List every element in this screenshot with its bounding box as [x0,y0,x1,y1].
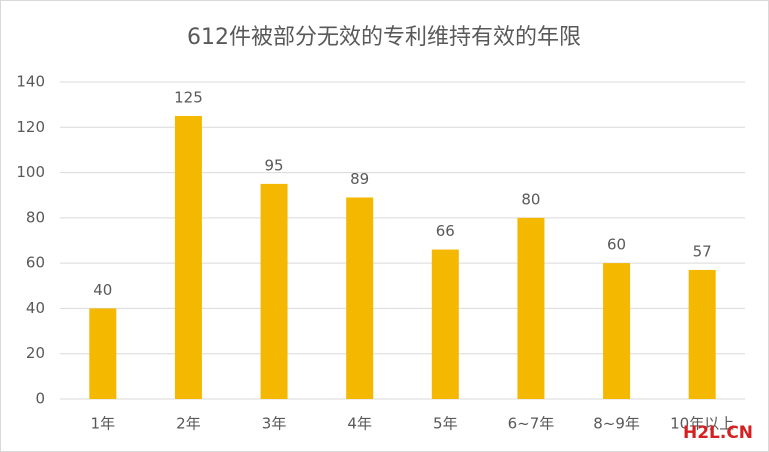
x-tick-label: 8~9年 [593,415,640,433]
bar [260,183,288,399]
data-label: 57 [693,242,712,260]
bar [688,269,716,399]
y-tick-label: 0 [35,390,45,408]
bar [603,263,631,399]
data-label: 60 [607,236,626,254]
data-label: 125 [174,88,203,106]
bar [431,249,459,399]
y-tick-label: 80 [26,208,45,226]
watermark: H2L.CN [683,423,753,443]
data-label: 66 [436,222,455,240]
bar [346,197,374,399]
x-tick-label: 4年 [347,415,372,433]
chart-title: 612件被部分无效的专利维持有效的年限 [187,25,581,50]
y-tick-label: 120 [16,118,45,136]
y-tick-label: 40 [26,299,45,317]
y-tick-label: 140 [16,73,45,91]
x-tick-label: 2年 [176,415,201,433]
x-tick-label: 5年 [433,415,458,433]
data-label: 89 [350,170,369,188]
x-tick-label: 6~7年 [508,415,555,433]
x-tick-label: 10年以上 [670,415,734,433]
data-label: 80 [521,190,540,208]
y-tick-label: 60 [26,254,45,272]
bar [89,308,117,399]
x-tick-label: 1年 [91,415,116,433]
x-tick-label: 3年 [262,415,287,433]
data-label: 40 [93,281,112,299]
bar [517,217,545,399]
y-tick-label: 20 [26,344,45,362]
y-tick-label: 100 [16,163,45,181]
bar [174,115,202,399]
data-label: 95 [265,156,284,174]
